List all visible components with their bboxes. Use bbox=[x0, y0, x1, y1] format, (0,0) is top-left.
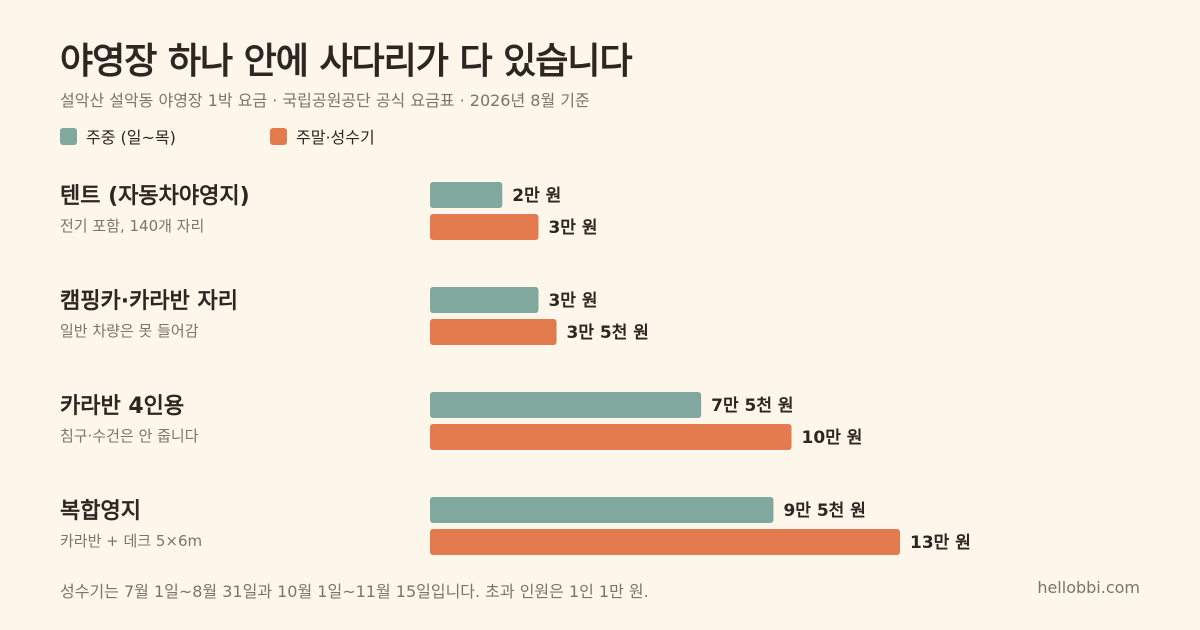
chart-title: 야영장 하나 안에 사다리가 다 있습니다 bbox=[60, 41, 633, 82]
bar-peak bbox=[430, 319, 557, 345]
bar-peak bbox=[430, 424, 792, 450]
bar-weekday bbox=[430, 497, 774, 523]
legend-label-peak: 주말·성수기 bbox=[296, 128, 375, 147]
bar-value-label: 3만 원 bbox=[548, 218, 597, 238]
category-name: 캠핑카·카라반 자리 bbox=[60, 289, 238, 314]
legend-label-weekday: 주중 (일~목) bbox=[86, 128, 176, 147]
category-note: 침구·수건은 안 줍니다 bbox=[60, 427, 199, 445]
legend-swatch-weekday bbox=[60, 127, 77, 145]
bar-value-label: 7만 5천 원 bbox=[711, 396, 793, 416]
legend-swatch-peak bbox=[270, 127, 287, 145]
bar-value-label: 2만 원 bbox=[512, 186, 561, 206]
bar-value-label: 3만 원 bbox=[548, 291, 597, 311]
site-credit: hellobbi.com bbox=[1037, 578, 1140, 597]
chart-subtitle: 설악산 설악동 야영장 1박 요금 · 국립공원공단 공식 요금표 · 2026… bbox=[60, 91, 590, 110]
bar-peak bbox=[430, 529, 900, 555]
category-note: 카라반 + 데크 5×6m bbox=[60, 532, 203, 550]
bar-weekday bbox=[430, 392, 702, 418]
category-note: 일반 차량은 못 들어감 bbox=[60, 322, 199, 340]
bar-value-label: 10만 원 bbox=[802, 428, 863, 448]
legend-item-weekday: 주중 (일~목) bbox=[60, 124, 176, 148]
legend-item-peak: 주말·성수기 bbox=[270, 124, 375, 148]
bar-value-label: 3만 5천 원 bbox=[567, 323, 649, 343]
category-name: 텐트 (자동차야영지) bbox=[60, 184, 250, 209]
bar-value-label: 9만 5천 원 bbox=[783, 501, 865, 521]
category-name: 복합영지 bbox=[60, 499, 141, 524]
bar-peak bbox=[430, 214, 539, 240]
category-name: 카라반 4인용 bbox=[60, 394, 185, 419]
bar-value-label: 13만 원 bbox=[910, 533, 971, 553]
bar-weekday bbox=[430, 287, 539, 313]
legend: 주중 (일~목) 주말·성수기 bbox=[60, 124, 660, 148]
bar-weekday bbox=[430, 182, 503, 208]
footnote: 성수기는 7월 1일~8월 31일과 10월 1일~11월 15일입니다. 초과… bbox=[60, 582, 649, 601]
category-note: 전기 포함, 140개 자리 bbox=[60, 217, 205, 235]
